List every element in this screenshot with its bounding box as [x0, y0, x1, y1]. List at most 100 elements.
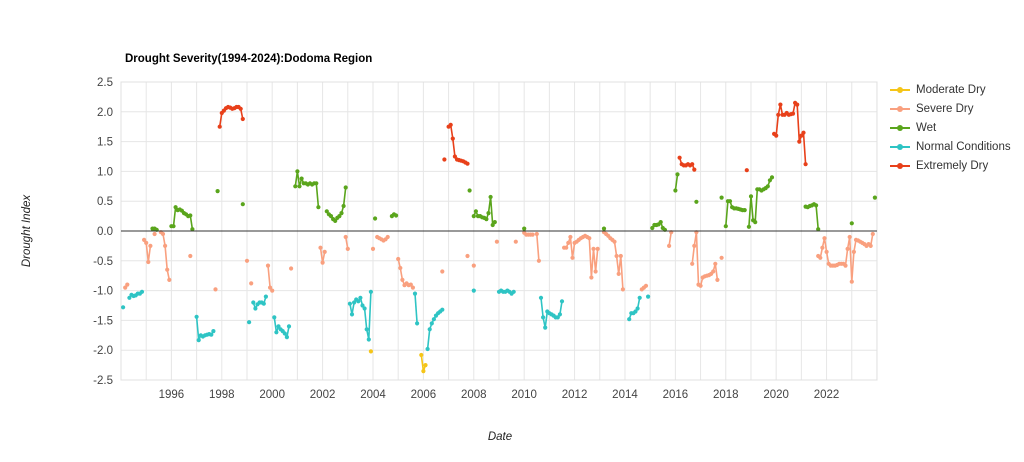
data-point — [872, 195, 878, 200]
data-point — [194, 314, 199, 319]
data-point — [778, 102, 783, 107]
legend-item[interactable]: Severe Dry — [890, 99, 1011, 118]
data-point — [484, 217, 489, 222]
data-point — [251, 300, 256, 305]
data-point — [368, 349, 373, 354]
x-tick-label: 1996 — [159, 389, 185, 401]
data-point — [719, 195, 724, 200]
data-point — [620, 287, 626, 292]
legend-swatch — [890, 85, 910, 95]
data-point — [171, 224, 176, 229]
data-point — [274, 330, 279, 335]
data-point — [209, 332, 214, 337]
data-point — [601, 226, 607, 231]
legend-swatch — [890, 161, 910, 171]
data-point — [698, 283, 703, 288]
data-point — [146, 259, 151, 265]
data-point — [612, 239, 617, 244]
data-point — [268, 285, 273, 290]
data-point — [713, 261, 718, 266]
data-point — [121, 305, 126, 310]
data-point — [635, 306, 640, 311]
data-point — [450, 136, 455, 141]
data-point — [511, 289, 516, 294]
data-point — [314, 181, 319, 186]
data-point — [440, 307, 445, 312]
data-point — [559, 299, 565, 304]
data-point — [868, 243, 873, 248]
data-point — [215, 189, 220, 194]
data-point — [536, 258, 542, 263]
data-point — [144, 240, 149, 245]
data-point — [343, 234, 348, 240]
data-point — [589, 275, 594, 280]
series-extremely-dry — [217, 100, 808, 173]
x-tick-label: 2020 — [763, 389, 789, 401]
data-point — [247, 320, 252, 325]
data-point — [650, 225, 655, 231]
legend-item[interactable]: Wet — [890, 118, 1011, 137]
series-normal-conditions — [121, 288, 651, 352]
data-point — [849, 221, 854, 226]
legend-swatch — [890, 142, 910, 152]
data-point — [765, 184, 770, 189]
data-point — [616, 271, 621, 276]
data-point — [339, 211, 344, 216]
x-tick-label: 2006 — [411, 389, 437, 401]
y-tick-label: 0.0 — [97, 226, 113, 238]
series-severe-dry — [123, 230, 875, 293]
data-point — [423, 363, 428, 368]
y-tick-label: 2.0 — [97, 107, 113, 119]
x-tick-label: 2016 — [663, 389, 689, 401]
data-point — [690, 162, 695, 167]
data-point — [244, 258, 250, 263]
data-point — [465, 253, 470, 259]
data-point — [385, 234, 390, 240]
legend-item[interactable]: Normal Conditions — [890, 137, 1011, 156]
series-line — [160, 231, 171, 281]
data-point — [715, 277, 720, 282]
data-point — [538, 295, 544, 300]
data-point — [394, 213, 399, 218]
data-point — [742, 208, 747, 213]
data-point — [343, 185, 348, 190]
data-point — [767, 178, 773, 183]
data-point — [790, 111, 796, 116]
data-point — [410, 285, 415, 290]
data-point — [473, 209, 478, 214]
data-point — [261, 301, 266, 306]
data-point — [541, 315, 546, 320]
data-point — [692, 167, 697, 172]
data-point — [431, 317, 436, 322]
legend-label: Wet — [916, 121, 937, 134]
data-point — [667, 243, 672, 248]
legend-item[interactable]: Moderate Dry — [890, 80, 1011, 99]
x-tick-label: 2008 — [461, 389, 487, 401]
data-point — [427, 327, 432, 332]
legend-item[interactable]: Extremely Dry — [890, 156, 1011, 175]
data-point — [847, 234, 852, 240]
series-line — [725, 200, 745, 227]
data-point — [297, 184, 302, 189]
data-point — [364, 327, 369, 332]
data-point — [286, 324, 292, 329]
data-point — [400, 277, 405, 282]
data-point — [849, 279, 854, 284]
x-tick-label: 2012 — [562, 389, 588, 401]
series-line — [668, 232, 672, 247]
data-point — [795, 102, 800, 107]
data-point — [627, 317, 632, 322]
data-point — [412, 291, 418, 296]
data-point — [276, 324, 281, 329]
data-point — [824, 249, 829, 254]
data-point — [723, 224, 728, 229]
data-point — [557, 312, 563, 317]
y-tick-label: 2.5 — [97, 77, 113, 89]
data-point — [167, 277, 172, 282]
data-point — [396, 256, 401, 262]
data-point — [797, 139, 802, 144]
data-point — [471, 288, 476, 293]
chart-title: Drought Severity(1994-2024):Dodoma Regio… — [125, 53, 372, 65]
axes: 2.5 2.0 1.5 1.0 0.5 0.0 -0.5 -1.0 -1.5 -2.0 -2.5 19… — [93, 77, 877, 401]
